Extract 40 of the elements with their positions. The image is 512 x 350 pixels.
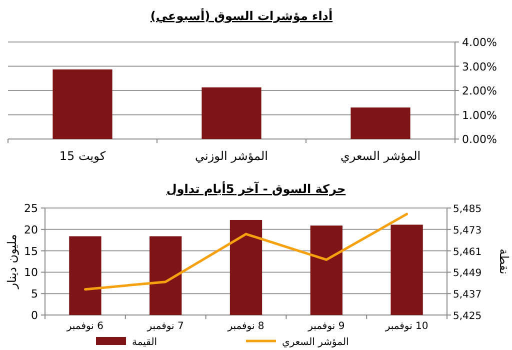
- y2-tick-label: 5,485: [453, 204, 482, 215]
- y2-axis-title: نقطة: [497, 248, 511, 274]
- y-tick-label: 5: [31, 288, 38, 301]
- x-tick-label: 9 نوفمبر: [307, 321, 345, 332]
- y-tick-label: 15: [24, 244, 38, 258]
- y-tick-label: 1.00%: [462, 108, 497, 122]
- y-tick-label: 10: [24, 266, 38, 280]
- legend-label: المؤشر السعري: [282, 337, 349, 348]
- y-tick-label: 20: [24, 223, 38, 236]
- line-series: [84, 212, 408, 291]
- y-tick-label: 2.00%: [462, 84, 497, 98]
- y-axis-title: مليون دينار: [5, 234, 19, 290]
- y-tick-label: 0: [31, 309, 38, 322]
- x-tick-label: 8 نوفمبر: [226, 321, 264, 332]
- y-tick-label: 25: [24, 202, 38, 215]
- bar: [310, 226, 342, 315]
- x-tick-label: كويت 15: [59, 149, 106, 163]
- y2-tick-label: 5,437: [453, 290, 482, 301]
- y2-tick-label: 5,461: [453, 246, 482, 258]
- y-tick-label: 0.00%: [462, 133, 497, 146]
- y2-tick-label: 5,449: [453, 268, 482, 280]
- x-tick-label: 7 نوفمبر: [146, 321, 184, 332]
- bar: [350, 107, 410, 139]
- bar: [69, 236, 102, 315]
- x-tick-label: المؤشر السعري: [340, 149, 421, 163]
- x-tick-label: 6 نوفمبر: [66, 321, 104, 332]
- y2-tick-label: 5,473: [453, 225, 482, 236]
- bar: [230, 220, 262, 315]
- y-tick-label: 3.00%: [462, 60, 497, 74]
- bar: [150, 236, 182, 315]
- bar: [390, 224, 423, 315]
- y2-tick-label: 5,425: [453, 311, 482, 322]
- bar: [52, 69, 112, 139]
- chart-title: حركة السوق - آخر 5أيام تداول: [166, 181, 346, 196]
- chart-title: أداء مؤشرات السوق (أسبوعي): [150, 8, 333, 23]
- bar: [202, 87, 262, 139]
- x-tick-label: المؤشر الوزني: [195, 149, 268, 163]
- y-tick-label: 4.00%: [462, 36, 497, 49]
- x-tick-label: 10 نوفمبر: [384, 321, 428, 332]
- legend-label: القيمة: [132, 337, 158, 348]
